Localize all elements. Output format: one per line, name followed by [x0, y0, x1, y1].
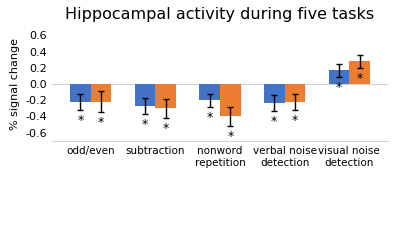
Text: *: * — [142, 118, 148, 131]
Bar — [199, 84, 220, 100]
Bar — [349, 61, 370, 84]
Bar — [264, 84, 285, 103]
Text: *: * — [336, 81, 342, 94]
Text: *: * — [77, 114, 84, 127]
Title: Hippocampal activity during five tasks: Hippocampal activity during five tasks — [66, 7, 374, 22]
Text: *: * — [292, 114, 298, 127]
Text: *: * — [98, 116, 104, 129]
Text: *: * — [271, 115, 278, 128]
Bar — [155, 84, 176, 108]
Y-axis label: % signal change: % signal change — [10, 38, 20, 130]
Bar — [135, 84, 155, 106]
Bar — [328, 70, 349, 84]
Text: *: * — [356, 72, 363, 85]
Bar — [285, 84, 305, 102]
Bar — [220, 84, 241, 116]
Bar — [70, 84, 91, 102]
Text: *: * — [162, 122, 169, 135]
Bar — [91, 84, 112, 102]
Text: *: * — [206, 111, 213, 124]
Text: *: * — [227, 130, 234, 143]
